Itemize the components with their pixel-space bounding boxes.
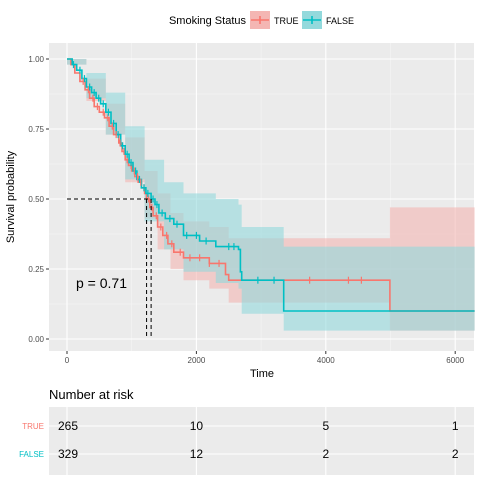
y-axis: 0.00 0.25 0.50 0.75 1.00	[28, 55, 49, 344]
confidence-band-false	[67, 59, 475, 331]
risk-count: 2	[322, 447, 329, 461]
y-tick-label: 0.00	[28, 335, 44, 344]
risk-count: 329	[58, 447, 78, 461]
risk-table-grid	[49, 407, 474, 475]
risk-count: 2	[452, 447, 459, 461]
risk-count: 5	[322, 419, 329, 433]
legend: Smoking Status TRUE FALSE	[169, 11, 354, 29]
legend-label-false: FALSE	[326, 16, 354, 26]
y-tick-label: 0.50	[28, 195, 44, 204]
risk-row-label: FALSE	[19, 450, 44, 459]
x-tick-label: 4000	[317, 356, 335, 365]
x-axis: 0 2000 4000 6000	[65, 351, 465, 365]
risk-count: 265	[58, 419, 78, 433]
risk-count: 1	[452, 419, 459, 433]
confidence-bands	[67, 59, 475, 331]
risk-count: 10	[190, 419, 204, 433]
y-tick-label: 0.75	[28, 125, 44, 134]
x-tick-label: 2000	[188, 356, 206, 365]
x-axis-title: Time	[250, 368, 274, 380]
legend-key-false	[302, 11, 322, 29]
risk-table-title: Number at risk	[49, 387, 134, 402]
censor-marks	[72, 61, 362, 284]
p-value-annotation: p = 0.71	[76, 275, 127, 291]
x-tick-label: 0	[65, 356, 70, 365]
y-tick-label: 1.00	[28, 55, 44, 64]
risk-row-label: TRUE	[22, 422, 44, 431]
y-tick-label: 0.25	[28, 265, 44, 274]
legend-label-true: TRUE	[274, 16, 299, 26]
legend-key-true	[250, 11, 270, 29]
survival-curve-false	[67, 58, 475, 312]
risk-table-panel	[49, 407, 474, 475]
risk-count: 12	[190, 447, 204, 461]
median-lines	[67, 198, 152, 339]
risk-table: TRUE 265 10 5 1 FALSE 329 12 2 2	[19, 419, 459, 461]
y-axis-title: Survival probability	[5, 150, 17, 243]
x-tick-label: 6000	[446, 356, 464, 365]
legend-title: Smoking Status	[169, 15, 247, 27]
